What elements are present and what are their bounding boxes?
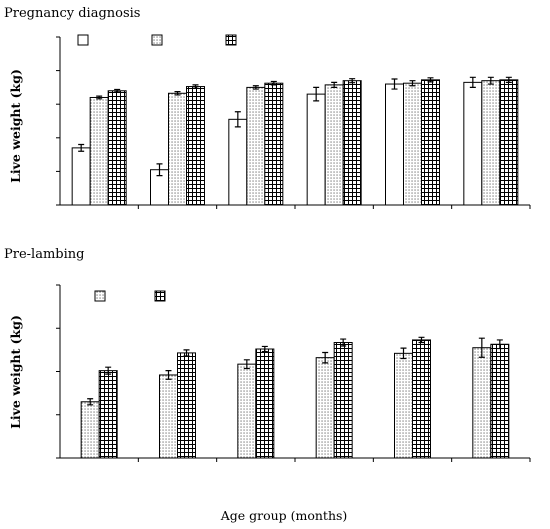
chart-1-bar — [342, 80, 362, 206]
chart-2-error-bar — [322, 351, 329, 364]
chart-2-bar — [333, 342, 353, 459]
chart-1-error-bar — [487, 76, 494, 85]
x-axis-label: Age group (months) — [220, 508, 348, 523]
chart-1-bar — [107, 90, 127, 206]
chart-2-error-bar — [105, 366, 112, 375]
chart-1-error-bar — [349, 78, 356, 84]
chart-2-bar — [315, 357, 335, 459]
chart-1-error-bar — [331, 81, 338, 88]
chart-2-error-bar — [340, 338, 347, 347]
chart-1-bar — [385, 83, 404, 206]
chart-1-bar — [403, 82, 422, 206]
chart-1-error-bar — [192, 84, 199, 89]
chart-2-bar — [472, 347, 492, 459]
chart-2-error-bar — [183, 349, 190, 357]
chart-1-bar — [89, 96, 109, 206]
chart-2-bar — [490, 343, 510, 459]
chart-2-bar — [159, 374, 178, 459]
chart-1-error-bar — [234, 111, 241, 128]
chart-2-bar — [177, 352, 196, 459]
chart-1-y-axis-label: Live weight (kg) — [8, 69, 23, 183]
chart-2-bar — [98, 370, 118, 459]
chart-1-legend-swatch — [151, 34, 163, 46]
chart-2-bar — [237, 363, 257, 459]
chart-1-error-bar — [174, 91, 181, 96]
chart-1-bar — [463, 81, 483, 206]
chart-2-bar — [412, 339, 431, 459]
chart-2-error-bar — [165, 370, 172, 380]
chart-1-error-bar — [156, 163, 163, 177]
chart-2-legend-swatch — [94, 290, 106, 302]
chart-1-error-bar — [96, 95, 103, 100]
chart-1-legend-swatch — [225, 34, 237, 46]
chart-1-error-bar — [313, 86, 320, 102]
pre-lambing-chart: Pre-lambing Live weight (kg) — [4, 247, 531, 462]
chart-2-bar — [255, 348, 275, 459]
chart-2-legend-swatch — [154, 290, 166, 302]
chart-1-error-bar — [409, 80, 416, 87]
chart-2-error-bar — [261, 345, 268, 353]
chart-2-error-bar — [418, 336, 425, 344]
chart-2-error-bar — [243, 359, 250, 370]
chart-1-bar — [264, 82, 284, 206]
chart-1-error-bar — [505, 76, 512, 83]
chart-1-bar — [324, 84, 344, 206]
chart-1-error-bar — [252, 85, 259, 90]
chart-2-error-bar — [400, 347, 407, 360]
chart-1-bar — [228, 118, 248, 206]
chart-1-title: Pregnancy diagnosis — [4, 6, 140, 21]
chart-2-bar — [394, 352, 413, 459]
chart-1-bar — [499, 79, 519, 206]
chart-1-error-bar — [114, 88, 121, 93]
chart-2-title: Pre-lambing — [4, 247, 84, 262]
chart-1-bar — [71, 147, 91, 206]
chart-2-bar — [80, 401, 100, 459]
chart-1-bar — [246, 86, 266, 206]
pregnancy-diagnosis-chart: Pregnancy diagnosis Live weight (kg) — [4, 6, 531, 209]
chart-1-bar — [421, 79, 440, 206]
chart-2-y-axis-label: Live weight (kg) — [8, 315, 23, 429]
chart-2-error-bar — [478, 337, 485, 358]
chart-1-error-bar — [391, 78, 398, 90]
chart-1-bar — [306, 93, 326, 206]
chart-2-error-bar — [496, 339, 503, 350]
chart-1-error-bar — [78, 143, 85, 152]
chart-1-error-bar — [270, 80, 277, 86]
chart-1-error-bar — [427, 77, 434, 83]
chart-1-legend-swatch — [77, 34, 89, 46]
chart-1-error-bar — [469, 76, 476, 88]
chart-1-bar — [481, 80, 501, 206]
chart-2-error-bar — [87, 398, 94, 406]
chart-1-bar — [168, 92, 187, 206]
chart-1-bar — [186, 86, 205, 206]
